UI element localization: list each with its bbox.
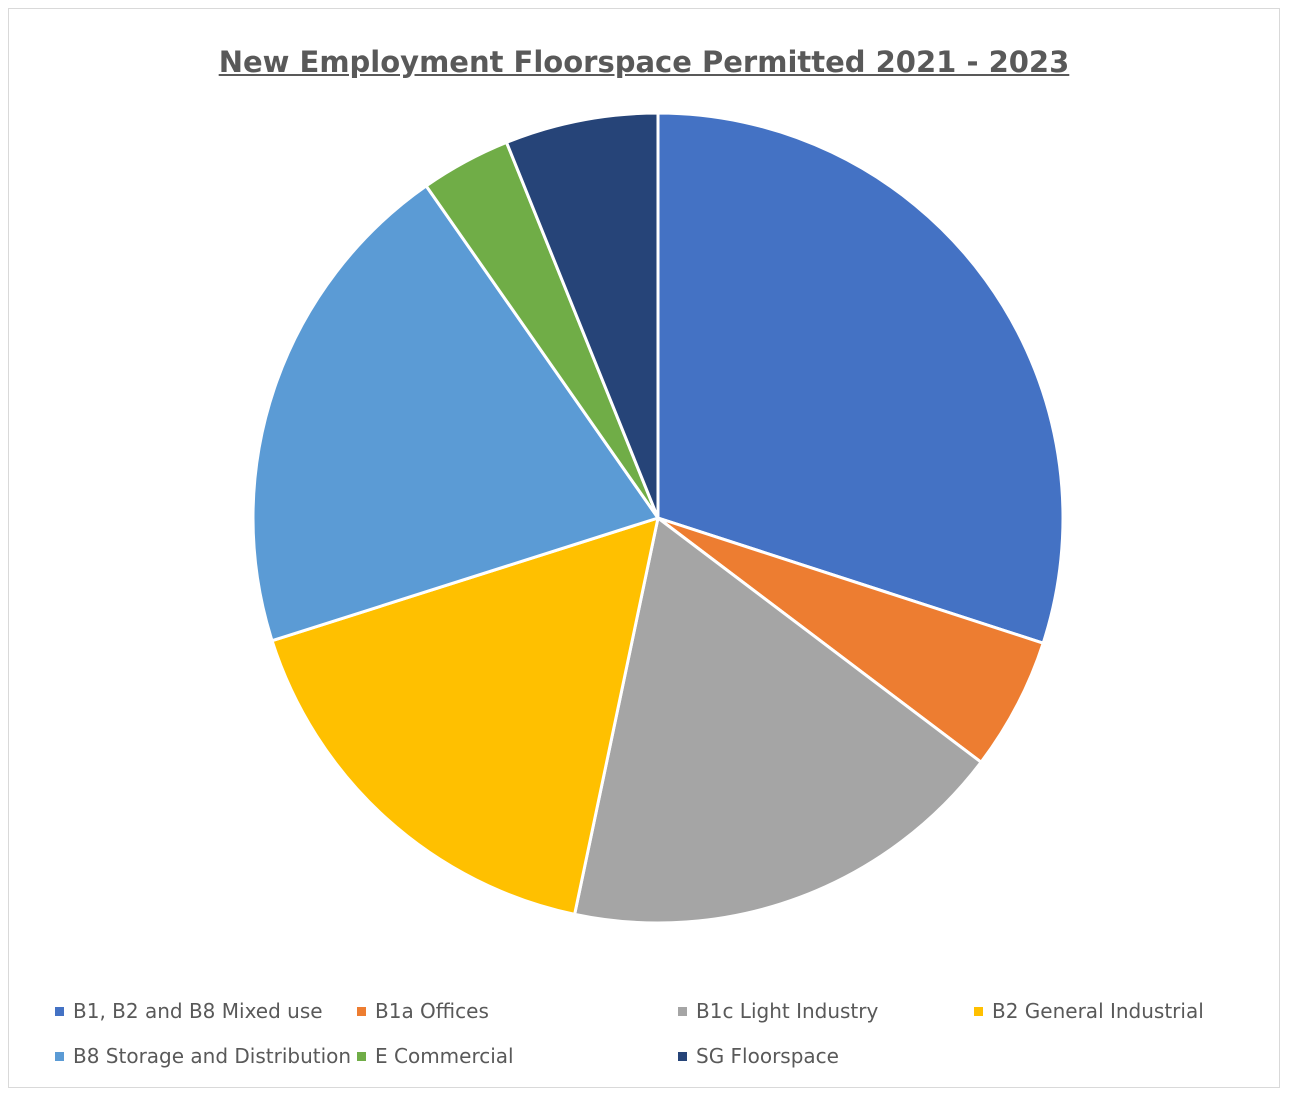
chart-title: New Employment Floorspace Permitted 2021… xyxy=(218,45,1070,79)
legend-swatch-5 xyxy=(357,1051,366,1061)
pie-slice-1 xyxy=(656,516,1045,764)
legend-item-2: B1c Light Industry xyxy=(678,999,878,1023)
pie-slice-4 xyxy=(251,184,660,643)
legend-swatch-1 xyxy=(357,1006,366,1016)
legend-label-3: B2 General Industrial xyxy=(992,999,1204,1023)
legend-swatch-2 xyxy=(678,1006,687,1016)
pie-slice-0 xyxy=(656,111,1065,645)
legend-label-5: E Commercial xyxy=(375,1044,514,1068)
pie-slice-3 xyxy=(270,516,660,916)
legend-item-1: B1a Offices xyxy=(357,999,489,1023)
legend: B1, B2 and B8 Mixed use B1a Offices B1c Li… xyxy=(9,9,1281,1089)
legend-swatch-0 xyxy=(55,1006,64,1016)
legend-label-6: SG Floorspace xyxy=(696,1044,839,1068)
legend-item-0: B1, B2 and B8 Mixed use xyxy=(55,999,323,1023)
legend-label-4: B8 Storage and Distribution xyxy=(73,1044,352,1068)
legend-swatch-4 xyxy=(55,1051,64,1061)
pie-chart xyxy=(251,111,1065,925)
pie-slice-2 xyxy=(573,516,983,925)
legend-item-6: SG Floorspace xyxy=(678,1044,839,1068)
legend-swatch-6 xyxy=(678,1051,687,1061)
legend-item-4: B8 Storage and Distribution xyxy=(55,1044,351,1068)
legend-swatch-3 xyxy=(974,1006,983,1016)
legend-label-2: B1c Light Industry xyxy=(696,999,879,1023)
chart-frame: New Employment Floorspace Permitted 2021… xyxy=(8,8,1280,1088)
legend-item-5: E Commercial xyxy=(357,1044,514,1068)
legend-item-3: B2 General Industrial xyxy=(974,999,1204,1023)
pie-slice-6 xyxy=(505,111,660,520)
legend-label-0: B1, B2 and B8 Mixed use xyxy=(73,999,323,1023)
legend-label-1: B1a Offices xyxy=(375,999,489,1023)
